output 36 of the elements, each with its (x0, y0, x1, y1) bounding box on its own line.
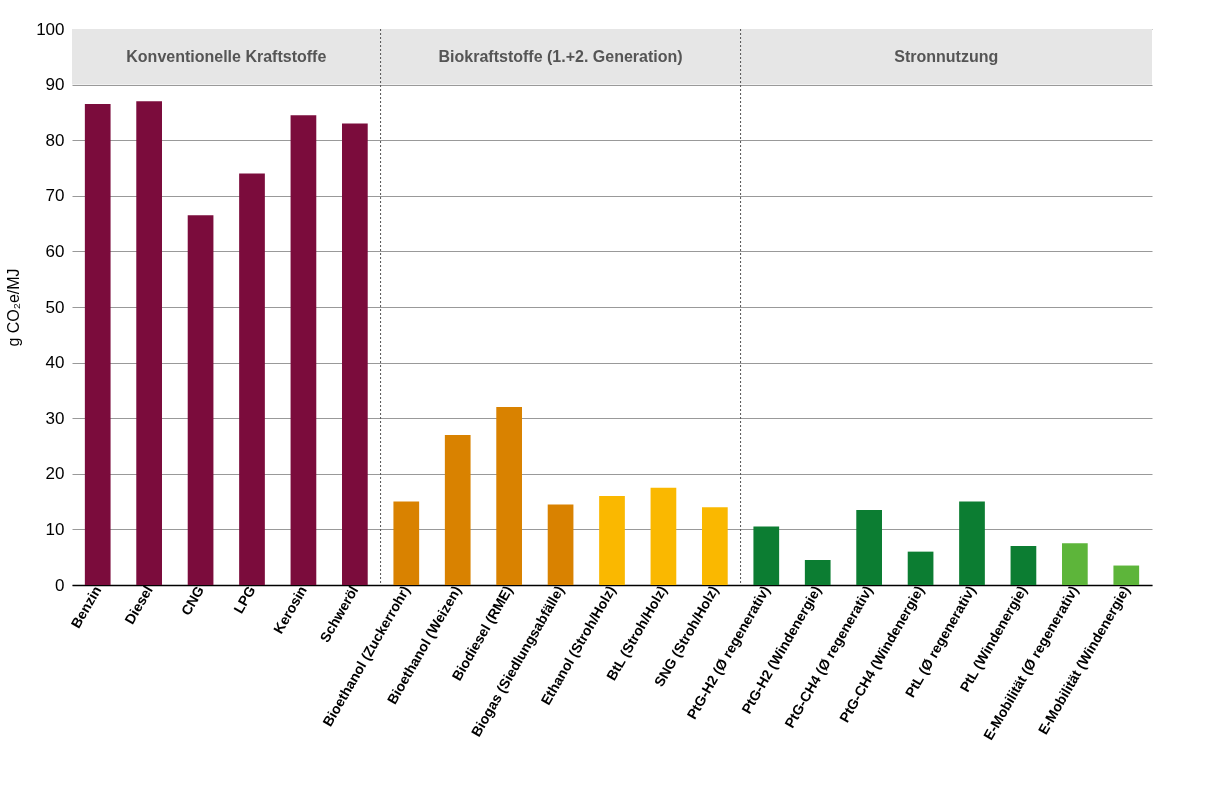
y-tick-label: 90 (45, 75, 65, 95)
y-axis-title: g CO₂e/MJ (5, 268, 23, 347)
y-tick-label: 50 (45, 297, 65, 317)
bar (959, 501, 985, 585)
bar (496, 407, 522, 585)
bar (239, 173, 265, 585)
bar (444, 434, 471, 585)
bar (547, 504, 574, 585)
bar (342, 123, 368, 585)
y-tick-label: 70 (45, 186, 65, 206)
bar (84, 104, 111, 585)
bar (1010, 546, 1037, 585)
bar (1113, 565, 1140, 585)
y-tick-label: 40 (45, 353, 65, 373)
y-tick-label: 80 (45, 130, 65, 150)
bar (393, 501, 420, 585)
band-label: Biokraftstoffe (1.+2. Generation) (438, 47, 683, 65)
band-label: Konventionelle Kraftstoffe (126, 47, 327, 65)
band-label: Stronnutzung (894, 47, 999, 65)
bar (907, 551, 934, 585)
y-tick-label: 20 (45, 464, 65, 484)
bar (804, 559, 831, 585)
bar (290, 115, 317, 585)
bar (702, 507, 728, 585)
y-tick-label: 10 (45, 519, 65, 539)
y-tick-label: 0 (55, 575, 65, 595)
bar (753, 526, 780, 585)
bar (187, 215, 214, 585)
y-tick-label: 60 (45, 241, 65, 261)
bar (650, 487, 677, 585)
bar (1062, 543, 1088, 585)
bar (136, 101, 162, 585)
y-tick-label: 100 (36, 19, 65, 39)
y-tick-label: 30 (45, 408, 65, 428)
bar (856, 509, 882, 585)
bar (599, 496, 625, 585)
